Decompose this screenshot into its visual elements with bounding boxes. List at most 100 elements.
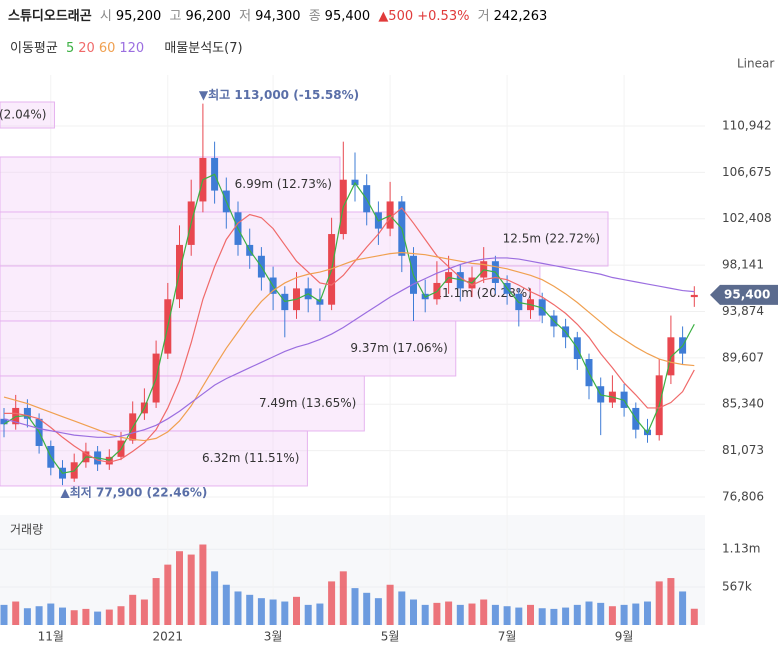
candle-body [690, 294, 698, 298]
volume-bar [351, 588, 359, 625]
price-tag-label: 95,400 [724, 287, 770, 301]
profile-label: 6.32m (11.51%) [202, 451, 299, 465]
volume-bar [164, 564, 172, 625]
volume-bar [386, 584, 394, 625]
volume-title: 거래량 [10, 523, 43, 537]
x-tick-label: 3월 [264, 630, 283, 644]
volume-bar [433, 602, 441, 625]
open: 95,200 [115, 9, 162, 24]
y2-tick-label: 1.13m [722, 542, 760, 556]
profile-band [0, 375, 365, 432]
volume-bar [421, 604, 429, 625]
volume-bar [374, 598, 382, 625]
profile-label: 12.5m (22.72%) [503, 231, 600, 245]
volume-bar [527, 604, 534, 625]
y-tick-label: 102,408 [722, 211, 772, 225]
high: 96,200 [185, 9, 231, 24]
ma-line [3, 257, 695, 438]
volume-bar [140, 599, 148, 625]
volume-bar [480, 599, 488, 625]
volume-bar [585, 601, 593, 625]
profile-band [0, 156, 341, 213]
label: 거 [477, 9, 490, 24]
indicator-legend: 이동평균 5 20 60 120 매물분석도(7) [10, 37, 247, 56]
y-tick-label: 76,806 [722, 490, 764, 504]
x-tick-label: 5월 [381, 630, 400, 644]
volume: 242,263 [493, 9, 548, 24]
volume-bar [257, 598, 265, 625]
y-tick-label: 93,874 [722, 304, 764, 318]
profile-band [0, 101, 55, 129]
profile-band [0, 320, 457, 377]
volume-bar [597, 602, 605, 625]
profile-label: 9.37m (17.06%) [350, 341, 447, 355]
max-annotation: ▼최고 113,000 (-15.58%) [199, 87, 359, 102]
volume-bar [538, 608, 546, 625]
volume-bar [491, 604, 499, 625]
volume-bar [515, 607, 523, 625]
ma-line [3, 173, 695, 474]
volume-bar [339, 571, 347, 625]
label: 고 [169, 9, 182, 24]
y-tick-label: 89,607 [722, 350, 764, 364]
y-tick-label: 85,340 [722, 397, 764, 411]
volume-bar [70, 610, 78, 625]
profile-title: 매물분석도(7) [164, 41, 243, 56]
price-tag [710, 284, 778, 305]
volume-bar [550, 608, 558, 625]
volume-bar [667, 578, 675, 625]
ma-line [4, 207, 695, 463]
volume-bar [410, 599, 417, 625]
volume-bar [503, 606, 511, 625]
volume-bar [468, 603, 476, 625]
profile-label: 6.99m (12.73%) [235, 177, 332, 191]
ma-legend: 5 [65, 41, 75, 56]
volume-bar [281, 601, 289, 625]
volume-bar [304, 604, 312, 625]
volume-bar [316, 603, 324, 625]
volume-bar [199, 544, 207, 625]
candle-body [23, 407, 31, 419]
ma-title: 이동평균 [10, 41, 58, 56]
close: 95,400 [324, 9, 371, 24]
volume-bar [608, 606, 616, 625]
candle-body [0, 418, 8, 425]
volume-bar [222, 584, 230, 625]
volume-bar [644, 601, 651, 625]
volume-bar [94, 611, 102, 625]
ma-legend: 120 [119, 41, 145, 56]
low: 94,300 [255, 9, 301, 24]
volume-bar [293, 596, 300, 625]
volume-bar [679, 591, 687, 625]
volume-bar [12, 601, 20, 625]
volume-bar [445, 601, 453, 625]
label: 시 [99, 9, 112, 24]
x-tick-label: 9월 [615, 630, 634, 644]
y-tick-label: 110,942 [722, 118, 772, 132]
volume-bar [176, 551, 183, 625]
y-tick-label: 81,073 [722, 443, 764, 457]
volume-bar [573, 604, 581, 625]
volume-bar [187, 554, 195, 625]
volume-bar [59, 607, 66, 625]
volume-bar [655, 581, 663, 625]
ma-legend: 20 [78, 41, 95, 56]
volume-bar [328, 581, 336, 625]
y-tick-label: 106,675 [722, 165, 772, 179]
volume-bar [246, 594, 254, 625]
volume-bar [152, 578, 160, 625]
volume-bar [117, 606, 125, 625]
volume-bar [632, 603, 640, 625]
volume-bar [456, 604, 464, 625]
volume-bar [105, 609, 113, 625]
y2-tick-label: 567k [722, 579, 752, 593]
volume-bar [211, 571, 219, 625]
volume-bar [23, 608, 31, 625]
volume-bar [0, 604, 8, 625]
scale-label: Linear [737, 57, 774, 71]
volume-bar [363, 592, 371, 625]
profile-label: 7.49m (13.65%) [259, 396, 356, 410]
volume-bar [47, 603, 55, 625]
